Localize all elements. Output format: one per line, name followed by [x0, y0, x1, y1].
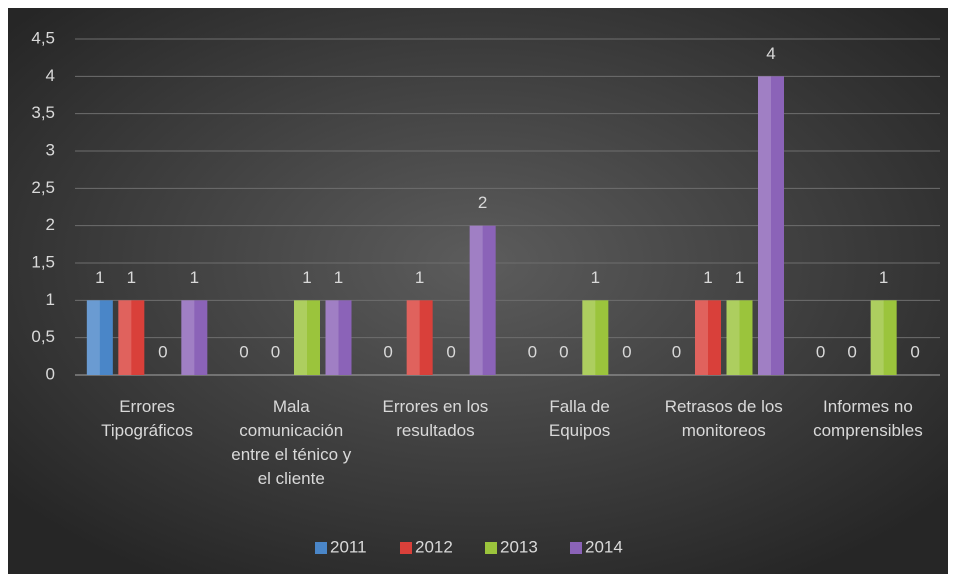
y-tick-label: 2	[46, 215, 55, 234]
bar	[294, 300, 320, 375]
value-label: 1	[415, 268, 424, 287]
value-label: 1	[879, 268, 888, 287]
value-label: 1	[703, 268, 712, 287]
legend-label: 2012	[415, 537, 453, 556]
y-tick-label: 1	[46, 290, 55, 309]
bar-shine	[582, 300, 596, 375]
value-label: 1	[302, 268, 311, 287]
bar	[469, 225, 496, 375]
value-label: 0	[446, 342, 455, 361]
y-tick-label: 3	[46, 140, 55, 159]
value-label: 0	[559, 342, 568, 361]
value-label: 0	[910, 342, 919, 361]
x-tick-label: Errores en los resultados	[382, 397, 489, 440]
bar-shine	[695, 300, 708, 375]
bar-shine	[870, 300, 884, 375]
legend-swatch	[485, 542, 497, 554]
bar	[726, 300, 753, 375]
bar	[870, 300, 897, 375]
bar-shine	[118, 300, 132, 375]
bar	[118, 300, 145, 375]
x-tick-label: Retrasos de los monitoreos	[664, 397, 783, 440]
value-label: 1	[95, 268, 104, 287]
bar	[181, 300, 208, 375]
value-label: 1	[591, 268, 600, 287]
value-label: 0	[816, 342, 825, 361]
bar-shine	[181, 300, 195, 375]
x-tick-label: Errores Tipográficos	[101, 397, 194, 440]
y-tick-label: 2,5	[31, 178, 55, 197]
y-tick-label: 3,5	[31, 103, 55, 122]
x-tick-label: Falla de Equipos	[548, 397, 611, 440]
bar	[582, 300, 609, 375]
value-label: 1	[127, 268, 136, 287]
value-label: 0	[239, 342, 248, 361]
value-label: 0	[672, 342, 681, 361]
y-tick-label: 4,5	[31, 28, 55, 47]
value-label: 0	[847, 342, 856, 361]
bar-shine	[469, 225, 483, 375]
value-label: 0	[528, 342, 537, 361]
value-label: 4	[766, 44, 775, 63]
legend-label: 2011	[330, 537, 367, 556]
legend-label: 2014	[585, 537, 623, 556]
bar	[406, 300, 433, 375]
y-tick-label: 4	[46, 66, 55, 85]
legend-label: 2013	[500, 537, 538, 556]
legend-swatch	[570, 542, 582, 554]
bar-shine	[726, 300, 740, 375]
y-tick-label: 0,5	[31, 327, 55, 346]
x-tick-label: Mala comunicación entre el ténico y el c…	[231, 397, 352, 488]
bar-shine	[406, 300, 420, 375]
bar-shine	[294, 300, 307, 375]
legend-swatch	[315, 542, 327, 554]
x-tick-label: Informes no comprensibles	[813, 397, 923, 440]
bar	[695, 300, 721, 375]
y-tick-label: 1,5	[31, 252, 55, 271]
bar-shine	[86, 300, 100, 375]
value-label: 0	[622, 342, 631, 361]
value-label: 0	[383, 342, 392, 361]
bar	[758, 76, 784, 375]
value-label: 0	[158, 342, 167, 361]
value-label: 1	[334, 268, 343, 287]
value-label: 1	[190, 268, 199, 287]
value-label: 2	[478, 193, 487, 212]
bar	[325, 300, 352, 375]
bar	[86, 300, 113, 375]
bar-shine	[758, 76, 771, 375]
legend-swatch	[400, 542, 412, 554]
bar-shine	[325, 300, 339, 375]
value-label: 0	[271, 342, 280, 361]
value-label: 1	[735, 268, 744, 287]
y-tick-label: 0	[46, 364, 55, 383]
